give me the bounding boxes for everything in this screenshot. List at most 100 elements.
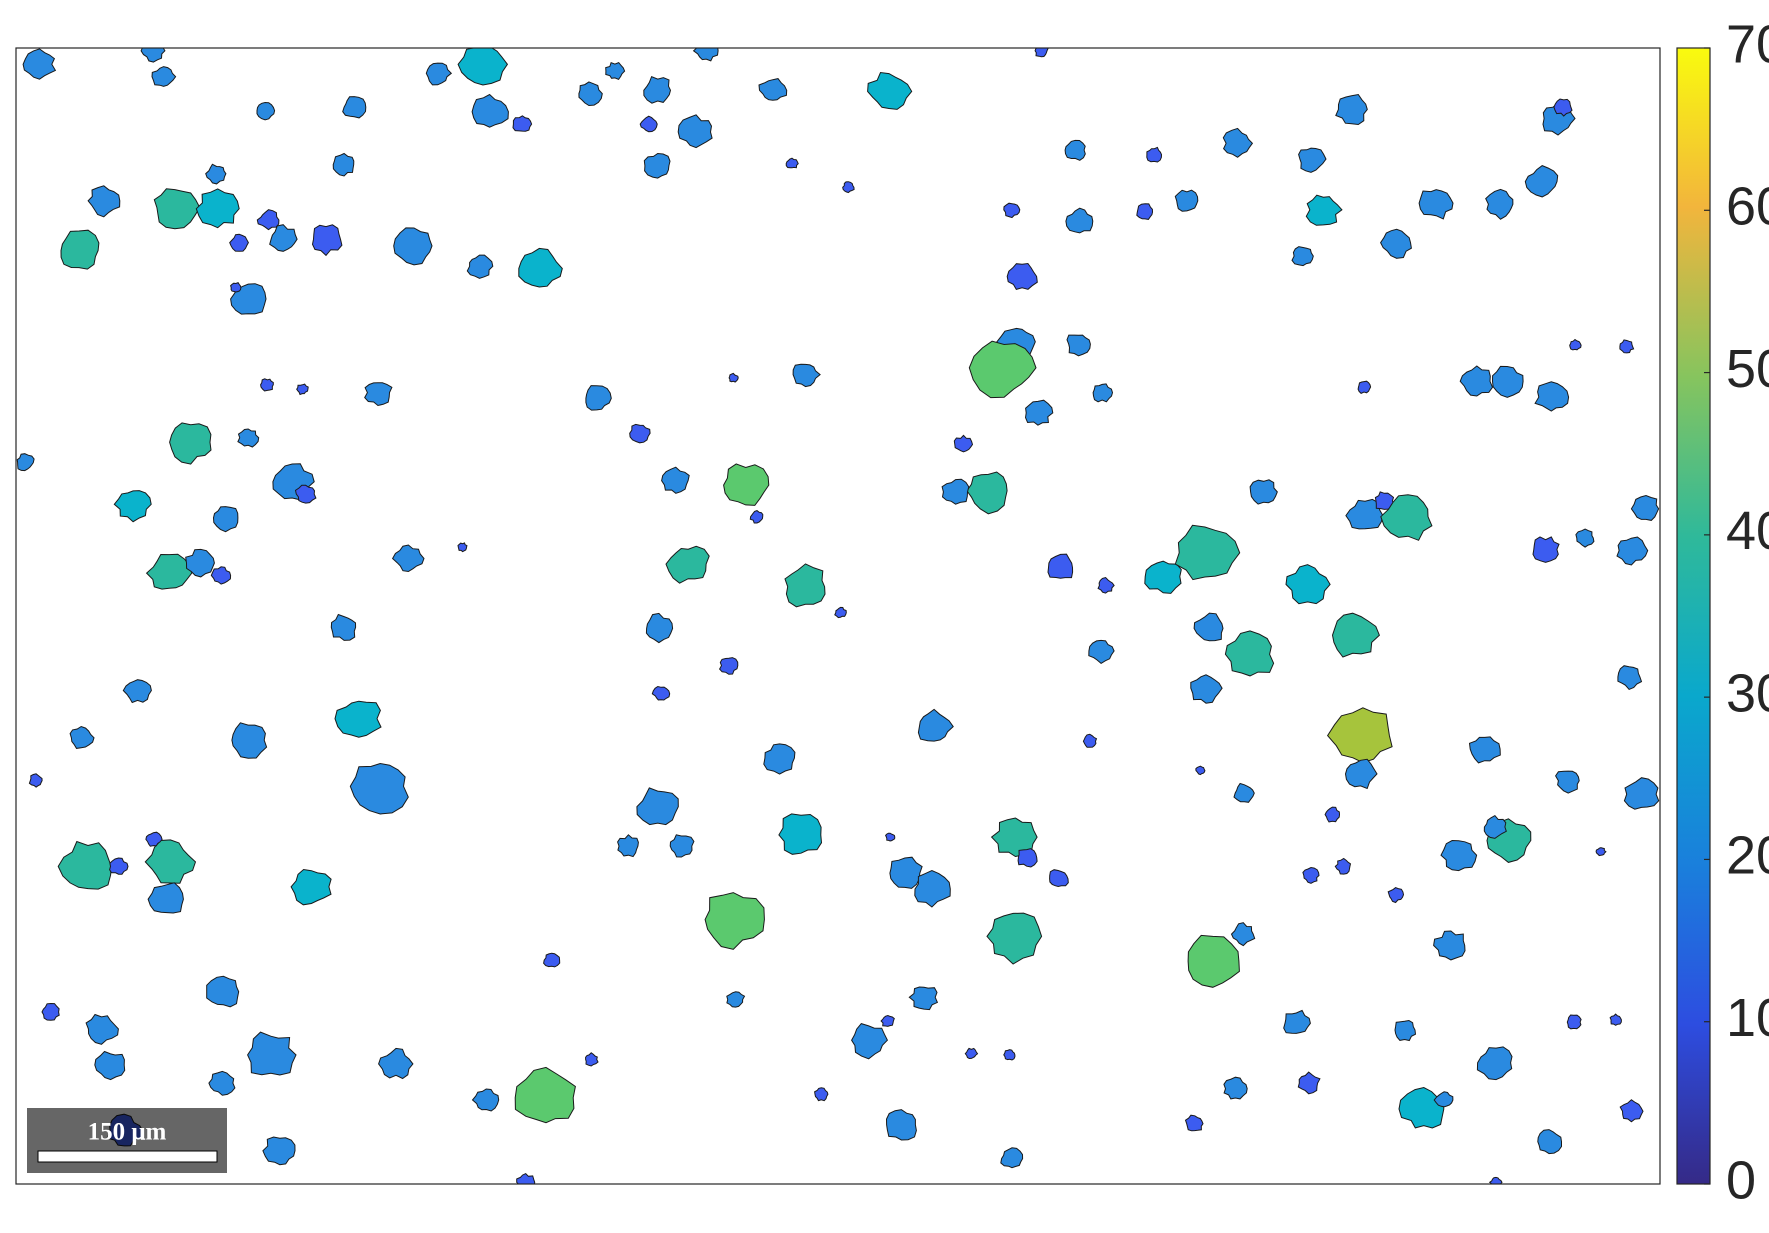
grain [212,506,239,533]
plot-frame [15,47,1661,1185]
grain [60,229,100,270]
grain [512,115,533,132]
grain [425,62,453,86]
grain [1459,365,1494,397]
grain [758,78,788,101]
grain [677,114,713,149]
grain [585,1052,599,1067]
grain [1285,564,1331,605]
grain [889,856,923,889]
grain [1609,1013,1622,1026]
grain [1617,665,1643,691]
grain [22,48,57,80]
grain [964,1047,979,1060]
grain [151,66,177,87]
grain [145,831,163,847]
grain [1065,207,1094,234]
colorbar-tick-label: 30 [1726,663,1769,723]
grain [880,1014,895,1027]
grain [914,869,951,908]
grain [1305,194,1343,226]
grain [342,96,367,119]
grain [1357,380,1372,395]
grain [1616,536,1649,566]
grain [516,1172,536,1184]
grain [294,484,317,504]
grain [518,247,563,288]
grain [1184,1114,1204,1132]
grain [1136,203,1154,220]
grain [364,382,393,407]
grain [229,233,249,252]
colorbar-tick-label: 10 [1726,988,1769,1048]
grain [639,115,658,133]
grain [514,1066,576,1124]
grain [968,340,1037,399]
grain [645,612,674,644]
grain [230,281,242,293]
grain [1595,847,1607,857]
grain [749,510,764,524]
grain [1187,934,1240,988]
grain [1553,98,1573,117]
grain [661,466,690,494]
grain [1334,857,1352,875]
grain [466,254,494,279]
grain-map [16,48,1660,1184]
grain [636,787,679,826]
grain [1476,1046,1513,1081]
grain [665,545,710,584]
grain [1224,630,1275,677]
scale-bar-label: 150 μm [88,1119,167,1146]
colorbar-tick-label: 20 [1726,826,1769,886]
grain [195,188,240,229]
grain [1174,189,1199,212]
grain [1555,770,1580,794]
grain [1566,1014,1582,1030]
grain [1380,494,1433,541]
grain [69,725,95,749]
grain [885,832,896,842]
grain [1575,528,1595,548]
grain [185,548,215,578]
grain [1524,165,1559,198]
grain [1230,922,1256,947]
grain [1491,365,1524,398]
grain [393,227,433,266]
grain [1190,674,1223,704]
grain [237,428,260,448]
grain [41,1002,60,1021]
grain [87,185,121,218]
grain [718,657,739,675]
grain [917,708,954,742]
grain [543,952,561,968]
grain [1398,1086,1445,1129]
colorbar [1676,47,1711,1185]
grain [643,75,672,104]
grain [1291,246,1314,267]
grain [1331,612,1380,658]
grain [113,490,152,523]
grain [1082,733,1098,748]
colorbar-tick-label: 70 [1726,14,1769,74]
grain [85,1013,119,1045]
grain [1064,139,1086,161]
grain [1537,1129,1562,1155]
grain [471,93,509,128]
grain [1468,736,1501,764]
grain [585,385,612,411]
grain [723,463,770,506]
colorbar-tick-label: 40 [1726,501,1769,561]
grain [256,209,280,231]
grain [1297,1071,1321,1095]
grain [122,679,152,704]
grain [1146,146,1163,163]
grain [617,834,639,858]
grain [1092,383,1114,403]
grain [885,1109,917,1141]
colorbar-tick-label: 0 [1726,1150,1756,1210]
grain [1387,887,1405,904]
grain [1302,866,1320,884]
grain [1326,707,1393,764]
